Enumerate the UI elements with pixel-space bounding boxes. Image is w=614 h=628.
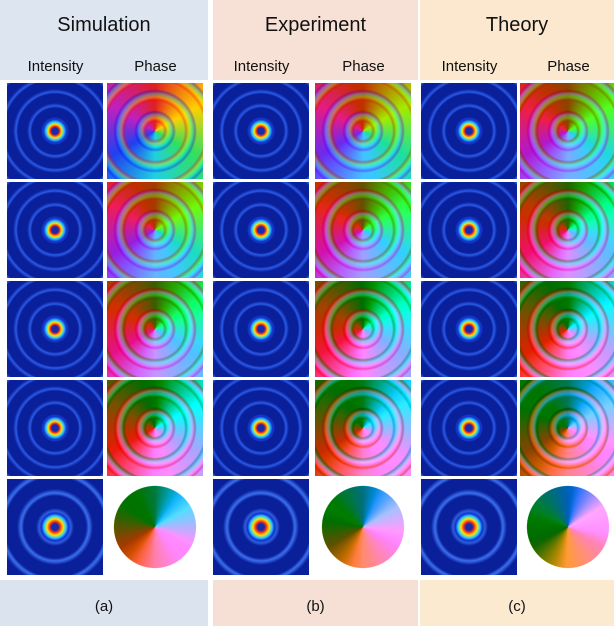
panel-footer: (a) [0,580,208,626]
intensity-image [7,83,103,179]
figure: SimulationIntensityPhase(a)ExperimentInt… [0,0,614,628]
column-label: Intensity [421,58,518,75]
phase-image [107,380,203,476]
panel-title: Simulation [0,14,208,37]
panel: Experiment Intensity Phase (b) [213,0,418,626]
panel-header: Experiment Intensity Phase [213,0,418,80]
intensity-image [421,281,517,377]
intensity-image [213,182,309,278]
intensity-image [7,182,103,278]
page: Figure {"panels": [ {"title": "Simulatio… [0,0,614,628]
phase-image [315,281,411,377]
panel-label: (b) [213,598,418,615]
column-label: Phase [315,58,412,75]
panel-footer: (c) [420,580,614,626]
intensity-image [7,380,103,476]
panel-footer: (b) [213,580,418,626]
intensity-image [421,479,517,575]
panel-label: (a) [0,598,208,615]
phase-image [107,83,203,179]
column-label: Phase [520,58,614,75]
phase-image [315,83,411,179]
intensity-image [213,380,309,476]
intensity-image [421,182,517,278]
intensity-image [213,281,309,377]
phase-image [315,380,411,476]
column-label: Phase [107,58,204,75]
phase-image [520,380,614,476]
phase-image [520,281,614,377]
panel-title: Experiment [213,14,418,37]
phase-image [315,182,411,278]
column-label: Intensity [213,58,310,75]
phase-image [107,479,203,575]
phase-image [520,182,614,278]
intensity-image [213,83,309,179]
intensity-image [7,479,103,575]
intensity-image [421,380,517,476]
panel-title: Theory [420,14,614,37]
panel-label: (c) [420,598,614,615]
phase-image [520,479,614,575]
column-label: Intensity [7,58,104,75]
phase-image [107,281,203,377]
phase-image [520,83,614,179]
intensity-image [421,83,517,179]
phase-image [107,182,203,278]
intensity-image [213,479,309,575]
phase-image [315,479,411,575]
intensity-image [7,281,103,377]
